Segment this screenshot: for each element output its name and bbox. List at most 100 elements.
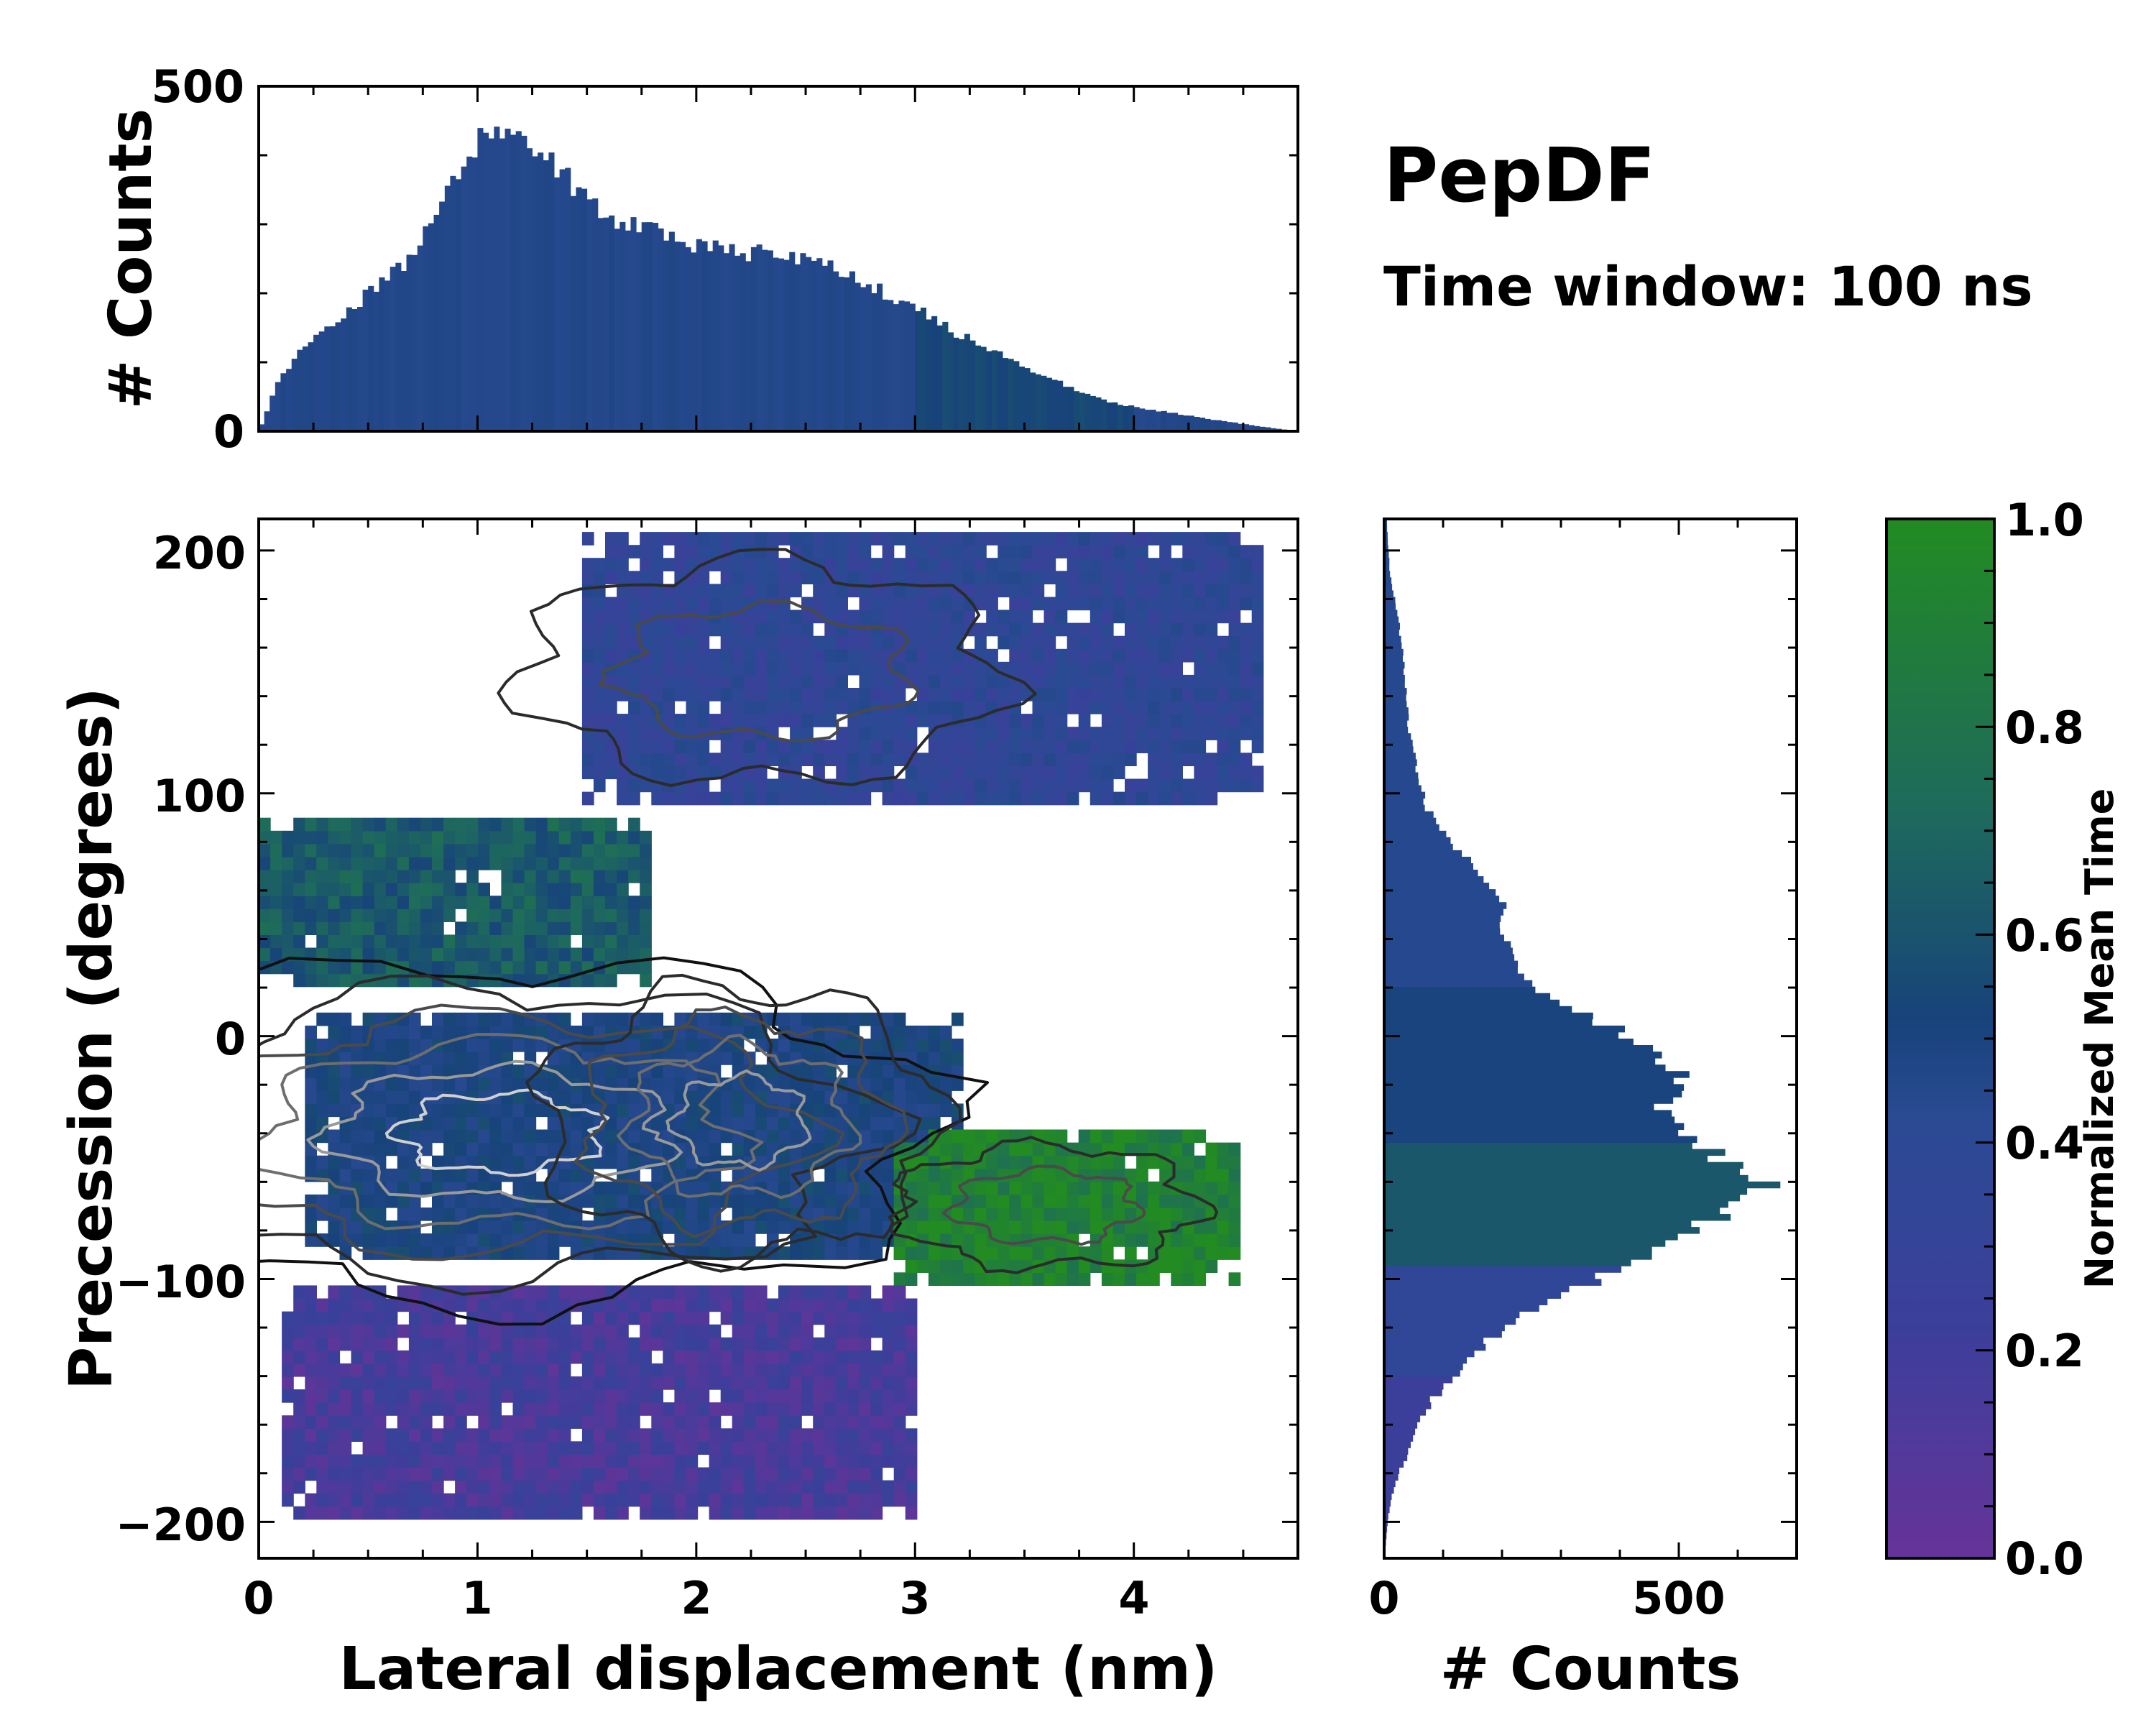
heatmap-cell — [1136, 740, 1148, 753]
heatmap-cell — [432, 857, 444, 870]
heatmap-cell — [916, 1194, 929, 1208]
heatmap-cell — [709, 1208, 722, 1221]
heatmap-cell — [478, 1129, 490, 1144]
heatmap-cell — [720, 1350, 733, 1364]
heatmap-cell — [847, 1039, 860, 1052]
heatmap-cell — [824, 1506, 837, 1520]
heatmap-cell — [1044, 674, 1056, 689]
heatmap-cell — [709, 1402, 722, 1416]
heatmap-cell — [882, 1285, 895, 1300]
heatmap-cell — [558, 883, 571, 896]
heatmap-cell — [455, 1052, 467, 1065]
heatmap-cell — [374, 870, 387, 883]
heatmap-cell — [778, 610, 791, 624]
heatmap-cell — [362, 1233, 375, 1247]
heatmap-cell — [628, 896, 640, 909]
heatmap-cell — [686, 791, 699, 806]
heatmap-cell — [397, 843, 410, 857]
heatmap-cell — [975, 1272, 987, 1286]
top-histogram-bar — [1270, 428, 1276, 431]
heatmap-cell — [351, 830, 364, 845]
heatmap-cell — [697, 1350, 710, 1364]
heatmap-cell — [1125, 1168, 1137, 1182]
heatmap-cell — [801, 778, 814, 793]
heatmap-cell — [963, 778, 975, 793]
top-histogram-bar — [548, 152, 555, 431]
top-histogram-bar — [1188, 415, 1194, 431]
heatmap-cell — [351, 1064, 364, 1078]
heatmap-cell — [397, 934, 410, 949]
heatmap-cell — [893, 661, 906, 676]
heatmap-cell — [351, 1389, 364, 1403]
heatmap-cell — [270, 830, 282, 845]
heatmap-cell — [605, 973, 617, 988]
right-histogram-bar — [1384, 603, 1396, 610]
heatmap-cell — [697, 597, 710, 611]
heatmap-cell — [489, 1012, 502, 1026]
heatmap-cell — [1044, 597, 1056, 611]
heatmap-cell — [1125, 740, 1137, 753]
heatmap-cell — [663, 1181, 675, 1195]
heatmap-cell — [408, 1039, 421, 1052]
heatmap-cell — [836, 610, 848, 624]
heatmap-cell — [893, 1012, 906, 1026]
heatmap-cell — [998, 753, 1010, 766]
heatmap-cell — [628, 545, 640, 558]
heatmap-cell — [489, 1039, 502, 1052]
heatmap-cell — [732, 674, 745, 689]
heatmap-cell — [489, 1415, 502, 1429]
right-histogram-bar — [1384, 1077, 1674, 1085]
heatmap-cell — [617, 843, 629, 857]
heatmap-cell — [1067, 1181, 1079, 1195]
heatmap-cell — [640, 921, 652, 935]
heatmap-cell — [640, 1324, 652, 1338]
heatmap-cell — [466, 1220, 479, 1234]
heatmap-cell — [640, 830, 652, 845]
heatmap-cell — [952, 740, 964, 753]
heatmap-cell — [408, 817, 421, 832]
heatmap-cell — [790, 688, 802, 702]
heatmap-cell — [1125, 778, 1137, 793]
heatmap-cell — [1009, 648, 1021, 663]
heatmap-cell — [489, 817, 502, 832]
heatmap-cell — [640, 1077, 652, 1091]
heatmap-cell — [328, 934, 341, 949]
contour-line — [259, 1033, 764, 1230]
heatmap-cell — [628, 1363, 640, 1377]
heatmap-cell — [362, 1181, 375, 1195]
heatmap-cell — [1136, 778, 1148, 793]
heatmap-cell — [374, 1233, 387, 1247]
heatmap-cell — [893, 1389, 906, 1403]
heatmap-cell — [593, 1350, 606, 1364]
heatmap-cell — [316, 1311, 328, 1325]
heatmap-cell — [882, 1012, 895, 1026]
heatmap-cell — [293, 960, 305, 975]
heatmap-cell — [339, 960, 352, 975]
heatmap-cell — [593, 1454, 606, 1468]
heatmap-cell — [870, 1324, 883, 1338]
heatmap-cell — [1078, 622, 1091, 637]
heatmap-cell — [686, 688, 699, 702]
heatmap-cell — [1148, 727, 1160, 740]
top-histogram-bar — [510, 134, 517, 431]
heatmap-cell — [709, 1039, 722, 1052]
heatmap-cell — [743, 622, 756, 637]
heatmap-cell — [686, 1428, 699, 1442]
heatmap-cell — [870, 635, 883, 650]
heatmap-cell — [847, 1298, 860, 1312]
heatmap-cell — [1112, 1233, 1125, 1247]
main-ylabel: Precession (degrees) — [57, 687, 126, 1390]
heatmap-cell — [1044, 1233, 1056, 1247]
heatmap-cell — [1101, 571, 1114, 584]
heatmap-cell — [1055, 1259, 1068, 1273]
right-histogram-bar — [1384, 1454, 1408, 1461]
heatmap-cell — [1101, 610, 1114, 624]
right-histogram: 0 500 # Counts — [1368, 518, 1798, 1703]
heatmap-cell — [1112, 753, 1125, 766]
heatmap-cell — [870, 1415, 883, 1429]
heatmap-cell — [374, 1324, 387, 1338]
heatmap-cell — [1217, 753, 1230, 766]
heatmap-cell — [1136, 1142, 1148, 1156]
heatmap-cell — [328, 1194, 341, 1208]
top-histogram-bar — [860, 287, 867, 431]
